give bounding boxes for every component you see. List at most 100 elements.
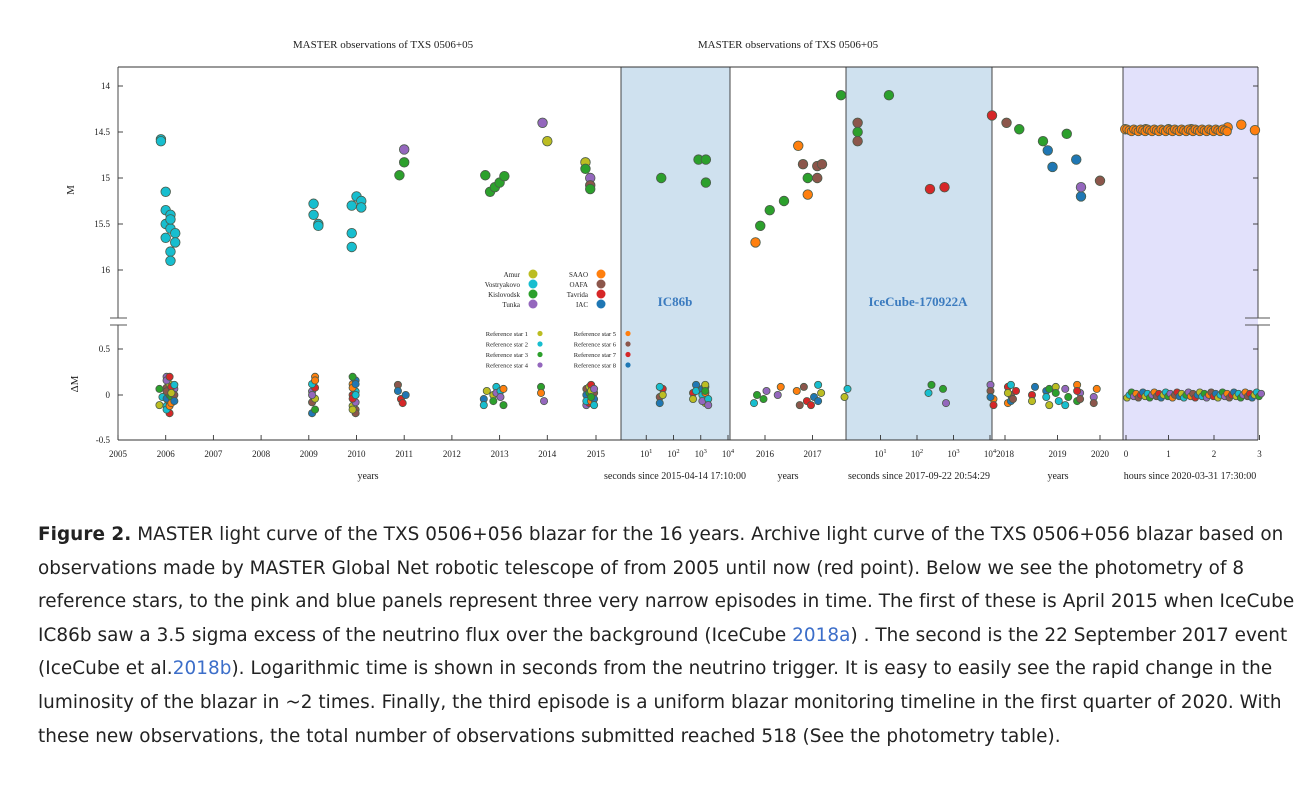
data-point bbox=[499, 170, 510, 182]
data-point bbox=[399, 157, 410, 168]
data-point bbox=[165, 214, 176, 225]
x-tick-label: 2006 bbox=[157, 449, 176, 459]
data-point bbox=[776, 382, 785, 391]
data-point bbox=[1051, 388, 1060, 397]
x-tick-label: 2017 bbox=[804, 449, 823, 459]
data-point bbox=[1075, 181, 1087, 193]
x-tick-label: 2014 bbox=[538, 449, 557, 459]
data-point bbox=[1014, 124, 1025, 135]
data-point bbox=[401, 390, 410, 399]
x-ticks bbox=[117, 435, 1260, 440]
x-tick-exponent: 4 bbox=[731, 448, 735, 455]
data-point bbox=[689, 395, 698, 404]
data-point bbox=[814, 397, 823, 406]
data-point bbox=[764, 204, 775, 216]
x-tick-label: 2016 bbox=[756, 449, 775, 459]
legend-marker bbox=[625, 341, 631, 347]
data-point bbox=[167, 388, 176, 397]
data-point bbox=[799, 382, 808, 391]
legend-marker bbox=[625, 351, 631, 358]
legend-label: Reference star 2 bbox=[486, 342, 528, 349]
x-tick-exponent: 1 bbox=[649, 448, 652, 455]
data-point bbox=[883, 89, 895, 101]
data-point bbox=[759, 395, 768, 404]
data-point bbox=[807, 401, 816, 410]
data-point bbox=[1012, 386, 1021, 395]
legend-marker bbox=[596, 269, 606, 279]
legend-marker bbox=[596, 289, 606, 299]
data-point bbox=[986, 393, 995, 402]
icecube-170922a-band bbox=[846, 67, 992, 440]
data-point bbox=[346, 227, 357, 239]
data-point bbox=[499, 401, 508, 410]
x-tick-label: 101 bbox=[640, 448, 652, 459]
data-point bbox=[835, 89, 847, 101]
y-tick-label: -0.5 bbox=[96, 435, 111, 445]
data-point bbox=[170, 397, 179, 406]
x-axis-label-years-3: years bbox=[1047, 471, 1068, 482]
x-tick-label: 2018 bbox=[996, 449, 1015, 459]
data-point bbox=[1045, 401, 1054, 410]
data-point bbox=[1089, 399, 1098, 408]
legend-marker bbox=[537, 351, 543, 358]
x-axis-label-years-1: years bbox=[357, 471, 378, 482]
legend-marker bbox=[625, 362, 631, 368]
data-point bbox=[1047, 161, 1058, 173]
data-point bbox=[792, 386, 801, 395]
title-right: MASTER observations of TXS 0506+05 bbox=[698, 39, 879, 51]
data-point bbox=[817, 388, 826, 397]
data-point bbox=[655, 399, 664, 408]
data-point bbox=[1054, 397, 1063, 406]
data-point bbox=[585, 183, 596, 195]
y-tick-label: 0 bbox=[106, 390, 111, 400]
data-point bbox=[1006, 380, 1015, 389]
data-point bbox=[755, 220, 766, 232]
data-point bbox=[165, 246, 176, 257]
x-tick-label: 103 bbox=[695, 448, 707, 459]
x-tick-label: 2013 bbox=[491, 449, 510, 459]
legend-label: SAAO bbox=[569, 271, 588, 279]
axis-break-marks bbox=[110, 317, 1270, 326]
citation-link-2018a[interactable]: 2018a bbox=[792, 624, 851, 646]
data-point bbox=[165, 255, 176, 266]
data-point bbox=[1045, 384, 1054, 393]
data-point bbox=[795, 401, 804, 410]
data-point bbox=[580, 163, 591, 175]
x-tick-label: 2019 bbox=[1049, 449, 1068, 459]
data-point bbox=[590, 401, 599, 410]
data-point bbox=[753, 390, 762, 399]
data-point bbox=[313, 220, 324, 232]
legend-label: Reference star 6 bbox=[574, 342, 617, 349]
legend-label: Kislovodsk bbox=[488, 291, 520, 299]
data-point bbox=[356, 202, 367, 213]
reference-star-points bbox=[155, 372, 1266, 418]
citation-link-2018b[interactable]: 2018b bbox=[172, 658, 232, 680]
x-tick-label: 102 bbox=[911, 448, 923, 459]
data-point bbox=[655, 382, 664, 391]
data-point bbox=[1003, 388, 1012, 397]
x-tick-labels: 2005 2006 2007 2008 2009 2010 2011 2012 2013 2014… bbox=[109, 448, 1262, 459]
data-point bbox=[1076, 395, 1085, 404]
legend-label: Vostryakovo bbox=[485, 281, 521, 289]
legend-label: Amur bbox=[504, 271, 521, 279]
data-point bbox=[924, 388, 933, 397]
data-point bbox=[939, 181, 950, 193]
y-tick-label: 15 bbox=[101, 173, 111, 183]
x-tick-label: 2010 bbox=[348, 449, 367, 459]
data-point bbox=[542, 135, 553, 147]
data-point bbox=[773, 390, 782, 399]
data-point bbox=[843, 384, 852, 393]
data-point bbox=[1071, 154, 1082, 165]
figure-caption: Figure 2. MASTER light curve of the TXS … bbox=[38, 518, 1300, 753]
legend-marker bbox=[528, 269, 538, 279]
legend-label: IAC bbox=[576, 301, 588, 309]
data-point bbox=[852, 126, 863, 138]
data-point bbox=[479, 401, 488, 410]
data-point bbox=[499, 384, 508, 393]
data-point bbox=[311, 376, 320, 385]
data-point bbox=[1092, 384, 1101, 393]
data-point bbox=[927, 380, 936, 389]
data-point bbox=[482, 386, 491, 395]
data-point bbox=[1028, 397, 1037, 406]
data-point bbox=[537, 117, 548, 129]
